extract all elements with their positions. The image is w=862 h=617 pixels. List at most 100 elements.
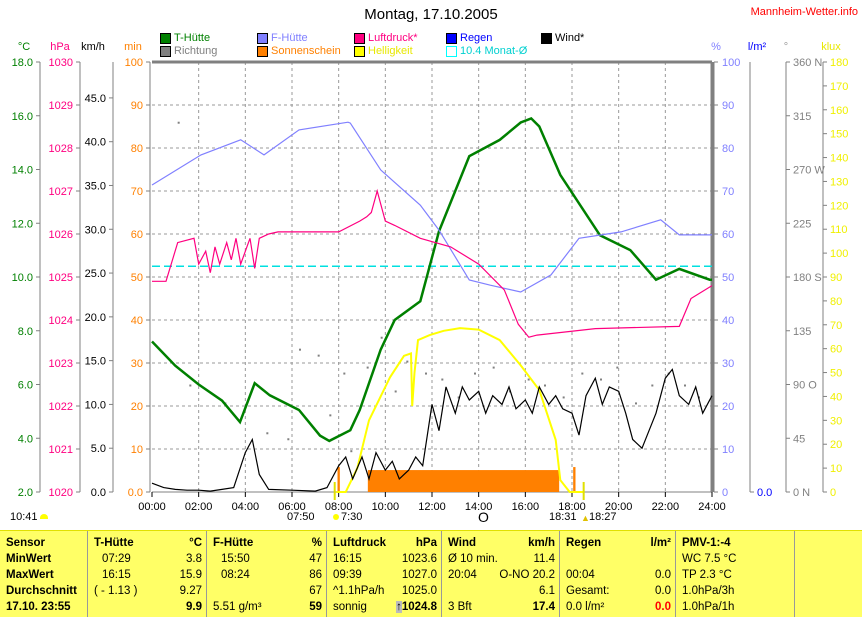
sunrise-icon bbox=[333, 514, 339, 520]
series-luftdruck bbox=[152, 188, 713, 338]
hum-tick-label: 90 bbox=[722, 100, 734, 112]
sun-tick-label: 100 bbox=[125, 57, 143, 69]
column-unit: l/m² bbox=[650, 537, 671, 549]
legend-item: Sonnenschein bbox=[257, 45, 341, 57]
cell-value-text: 1025.0 bbox=[401, 585, 437, 597]
sun-tick-label: 60 bbox=[131, 229, 143, 241]
press-tick-label: 1029 bbox=[49, 100, 73, 112]
x-tick-label: 14:00 bbox=[465, 501, 493, 513]
direction-point bbox=[600, 378, 602, 381]
x-tick-label: 02:00 bbox=[185, 501, 213, 513]
rain-axis-unit: l/m² bbox=[748, 41, 767, 53]
cell-value-text: 67 bbox=[309, 585, 322, 597]
lux-tick-label: 180 bbox=[830, 57, 848, 69]
cell-value-text: O-NO 20.2 bbox=[499, 569, 555, 581]
direction-point bbox=[317, 354, 320, 357]
legend-label: 10.4 Monat-Ø bbox=[460, 45, 528, 57]
cell-label: 0.0 l/m² bbox=[566, 601, 605, 613]
wind-tick-label: 10.0 bbox=[85, 399, 106, 411]
hum-tick-label: 10 bbox=[722, 444, 734, 456]
table-row: 1.0hPa/3h bbox=[682, 583, 790, 599]
legend-item: Helligkeit bbox=[354, 45, 413, 57]
legend-item: F-Hütte bbox=[257, 32, 308, 44]
lux-tick-label: 0 bbox=[830, 487, 836, 499]
x-tick-label: 10:00 bbox=[372, 501, 400, 513]
sun-tick-label: 30 bbox=[131, 358, 143, 370]
cell-label: Gesamt: bbox=[566, 585, 610, 597]
cell-label: 20:04 bbox=[448, 569, 477, 581]
press-tick-label: 1025 bbox=[49, 272, 73, 284]
sunrise-time: 07:50 bbox=[287, 511, 315, 523]
table-row: 0.0 l/m² 0.0 bbox=[566, 599, 671, 615]
hum-tick-label: 70 bbox=[722, 186, 734, 198]
x-tick-label: 20:00 bbox=[605, 501, 633, 513]
legend-swatch bbox=[446, 45, 457, 57]
temp-tick-label: 14.0 bbox=[12, 165, 33, 177]
cell-value: 11.4 bbox=[533, 551, 555, 567]
direction-point bbox=[544, 384, 546, 387]
sensor-header: Sensor bbox=[6, 537, 45, 549]
table-column: Wind km/h Ø 10 min. 11.4 20:04 O-NO 20.2 6.1 3 … bbox=[442, 531, 560, 617]
temp-tick-label: 2.0 bbox=[18, 487, 33, 499]
table-column: Regen l/m² 00:04 0.0 Gesamt: 0.0 0.0 l/m² 0.0 bbox=[560, 531, 676, 617]
column-header: Regen l/m² bbox=[566, 535, 671, 551]
legend-item: Regen bbox=[446, 32, 492, 44]
hum-tick-label: 80 bbox=[722, 143, 734, 155]
cell-label: 15:50 bbox=[221, 553, 250, 565]
table-row bbox=[566, 551, 671, 567]
press-tick-label: 1022 bbox=[49, 401, 73, 413]
press-tick-label: 1021 bbox=[49, 444, 73, 456]
lux-tick-label: 110 bbox=[830, 224, 848, 236]
column-unit: km/h bbox=[528, 537, 555, 549]
direction-point bbox=[343, 372, 346, 375]
lux-tick-label: 20 bbox=[830, 439, 842, 451]
cell-label: Ø 10 min. bbox=[448, 553, 498, 565]
table-column: F-Hütte% 15:50 47 08:24 86 67 5.51 g/m³ 59 bbox=[207, 531, 327, 617]
column-header: Luftdruck hPa bbox=[333, 535, 437, 551]
dir-axis-unit: ° bbox=[784, 41, 788, 53]
sensor-column: Sensor MinWert MaxWert Durchschnitt 17.1… bbox=[0, 531, 88, 617]
table-row: sonnig ↑1024.8 bbox=[333, 599, 437, 615]
wind-tick-label: 30.0 bbox=[85, 224, 106, 236]
row-label-avg: Durchschnitt bbox=[6, 585, 77, 597]
dir-tick-label: 90 O bbox=[793, 380, 817, 392]
column-title: Luftdruck bbox=[333, 537, 387, 549]
brand-link[interactable]: Mannheim-Wetter.info bbox=[750, 6, 858, 18]
table-row: 08:24 86 bbox=[213, 567, 322, 583]
cell-value: 6.1 bbox=[539, 583, 555, 599]
table-row: 6.1 bbox=[448, 583, 555, 599]
temp-tick-label: 12.0 bbox=[12, 218, 33, 230]
direction-point bbox=[581, 372, 584, 375]
sun-tick-label: 0.0 bbox=[128, 487, 143, 499]
table-row: ^1.1hPa/h 1025.0 bbox=[333, 583, 437, 599]
table-row: 07:29 3.8 bbox=[94, 551, 202, 567]
direction-point bbox=[394, 390, 397, 393]
trend-arrow-icon: ↑ bbox=[396, 601, 402, 613]
lux-tick-label: 130 bbox=[830, 176, 848, 188]
cell-value: 3.8 bbox=[186, 551, 202, 567]
temp-tick-label: 18.0 bbox=[12, 57, 33, 69]
rain-tick-label: 0.0 bbox=[757, 487, 772, 499]
direction-point bbox=[189, 384, 192, 387]
cell-value-text: 47 bbox=[309, 553, 322, 565]
table-row: 67 bbox=[213, 583, 322, 599]
x-tick-label: 18:00 bbox=[558, 501, 586, 513]
hum-tick-label: 20 bbox=[722, 401, 734, 413]
lux-tick-label: 120 bbox=[830, 200, 848, 212]
temp-tick-label: 8.0 bbox=[18, 326, 33, 338]
cell-value-text: 17.4 bbox=[532, 601, 555, 613]
cell-value-text: 1027.0 bbox=[401, 569, 437, 581]
sun-tick-label: 80 bbox=[131, 143, 143, 155]
legend-label: Richtung bbox=[174, 45, 218, 57]
direction-point bbox=[406, 360, 409, 363]
lux-tick-label: 10 bbox=[830, 463, 842, 475]
cell-label: 07:29 bbox=[102, 553, 131, 565]
cell-label: 1.0hPa/3h bbox=[682, 585, 735, 597]
series-thtte bbox=[151, 116, 712, 443]
wind-axis-unit: km/h bbox=[81, 41, 105, 53]
sunshine-bar bbox=[367, 470, 560, 492]
legend-item: Wind* bbox=[541, 32, 584, 44]
legend-swatch bbox=[257, 32, 268, 44]
summary-table: Sensor MinWert MaxWert Durchschnitt 17.1… bbox=[0, 530, 862, 617]
temp-tick-label: 10.0 bbox=[12, 272, 33, 284]
